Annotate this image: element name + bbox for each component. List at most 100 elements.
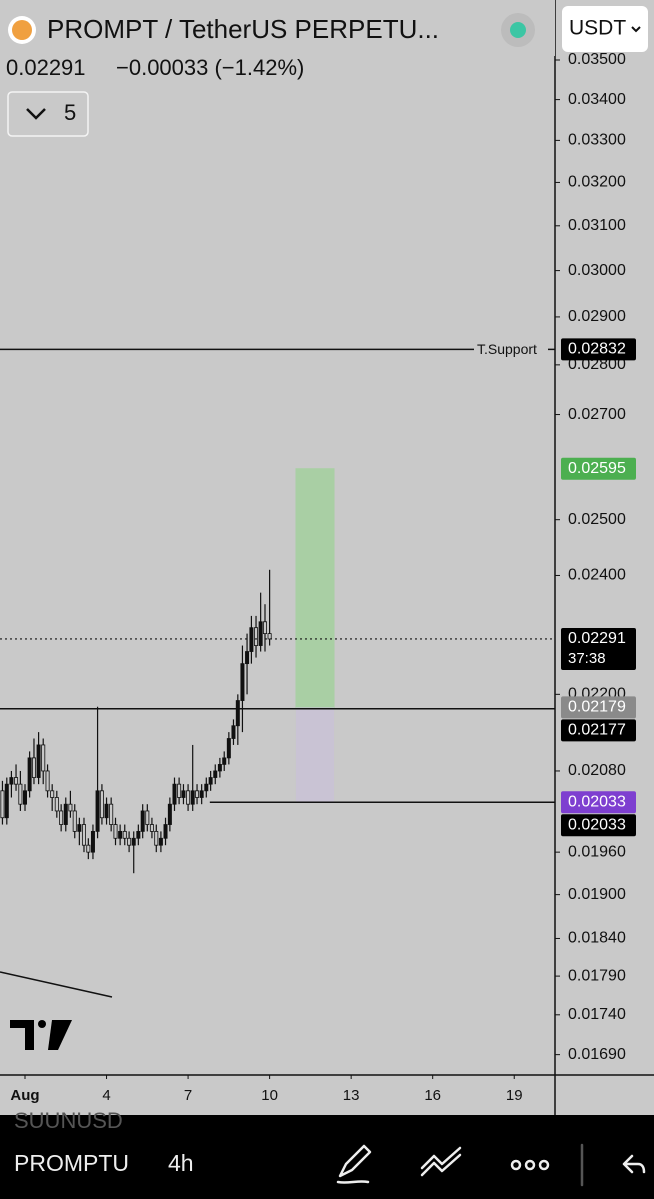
candle-body xyxy=(204,783,209,792)
x-tick-label: 13 xyxy=(343,1087,360,1104)
price-label-bg xyxy=(561,696,636,719)
candle-body xyxy=(118,830,123,839)
y-tick-label: 0.01900 xyxy=(568,886,626,903)
header-bg xyxy=(0,0,555,56)
x-tick-label: 10 xyxy=(261,1087,278,1104)
trend-line xyxy=(0,971,113,998)
price-label-bg xyxy=(561,719,636,742)
x-tick-label: 16 xyxy=(424,1087,441,1104)
candle-body xyxy=(59,810,64,825)
price-label-bg xyxy=(561,791,636,814)
y-tick-label: 0.03000 xyxy=(568,262,626,279)
candle-body xyxy=(63,803,68,825)
more-icon-dot[interactable] xyxy=(524,1159,536,1171)
candle-body xyxy=(31,757,36,778)
candle-body xyxy=(41,744,46,772)
y-tick-label: 0.03400 xyxy=(568,91,626,108)
candle-body xyxy=(140,810,145,832)
toolbar-interval[interactable]: 4h xyxy=(168,1150,194,1176)
candle-body xyxy=(262,621,267,635)
currency-label[interactable]: USDT xyxy=(569,17,626,40)
candle-body xyxy=(249,627,254,652)
price-label: 0.02832 xyxy=(568,341,626,358)
candle-body xyxy=(231,725,236,739)
candle-body xyxy=(226,738,231,759)
countdown: 37:38 xyxy=(568,650,606,667)
y-tick-label: 0.03200 xyxy=(568,174,626,191)
candle-body xyxy=(109,803,114,825)
candle-body xyxy=(77,824,82,832)
y-tick-label: 0.02500 xyxy=(568,511,626,528)
price-label: 0.02177 xyxy=(568,722,626,739)
more-icon-dot[interactable] xyxy=(510,1159,522,1171)
price-label: 0.02595 xyxy=(568,460,626,477)
candle-body xyxy=(149,824,154,832)
draw-tool-icon[interactable] xyxy=(336,1144,372,1184)
candle-body xyxy=(36,744,41,778)
y-tick-label: 0.03100 xyxy=(568,217,626,234)
candle-body xyxy=(27,757,32,792)
y-tick-label: 0.03500 xyxy=(568,51,626,68)
more-icon-dot[interactable] xyxy=(538,1159,550,1171)
y-tick-label: 0.01840 xyxy=(568,930,626,947)
back-icon[interactable] xyxy=(622,1154,646,1174)
position-loss xyxy=(295,707,335,803)
ghost-symbol: SUUNUSD xyxy=(14,1108,123,1133)
y-tick-label: 0.02400 xyxy=(568,567,626,584)
candle-body xyxy=(68,803,73,812)
plot xyxy=(0,468,335,874)
candle-body xyxy=(104,803,109,819)
candle-body xyxy=(167,803,172,825)
last-price: 0.02291 xyxy=(6,55,86,80)
candle-body xyxy=(136,830,141,839)
collapse-count[interactable]: 5 xyxy=(64,100,76,125)
candle-body xyxy=(45,770,50,792)
candle-body xyxy=(90,830,95,853)
price-label: 0.02033 xyxy=(568,793,626,810)
annotation-bg xyxy=(474,339,548,360)
price-label: 0.02291 xyxy=(568,630,626,647)
candle-body xyxy=(81,824,86,846)
y-tick-label: 0.01790 xyxy=(568,967,626,984)
currency-button[interactable] xyxy=(562,6,648,52)
y-tick-label: 0.02900 xyxy=(568,308,626,325)
y-tick-label: 0.02700 xyxy=(568,406,626,423)
candle-body xyxy=(222,757,227,765)
symbol-title[interactable]: PROMPT / TetherUS PERPETU... xyxy=(47,14,439,44)
position-profit xyxy=(295,468,335,708)
collapse-button[interactable] xyxy=(7,91,89,137)
candle-body xyxy=(9,777,14,785)
candle-body xyxy=(23,790,28,805)
y-tick-label: 0.02080 xyxy=(568,762,626,779)
candle-body xyxy=(177,783,182,798)
candle-body xyxy=(208,777,213,785)
candle-body xyxy=(14,777,19,785)
indicator-icon[interactable] xyxy=(420,1146,462,1177)
candle-body xyxy=(113,824,118,839)
candle-body xyxy=(99,790,104,819)
currency-chevron xyxy=(631,26,641,33)
candle-body xyxy=(267,633,272,640)
candle-body xyxy=(127,837,132,846)
tradingview-logo xyxy=(10,1020,72,1050)
candle-body xyxy=(195,790,200,798)
y-tick-label: 0.01740 xyxy=(568,1006,626,1023)
candle-body xyxy=(240,663,245,701)
x-tick-label: 19 xyxy=(506,1087,523,1104)
candle-body xyxy=(158,837,163,846)
status-dot xyxy=(510,22,526,38)
level-annotation: T.Support xyxy=(477,341,537,357)
toolbar-symbol[interactable]: PROMPTU xyxy=(14,1150,129,1176)
price-label-bg xyxy=(561,627,636,670)
price-label-bg xyxy=(561,457,636,480)
candle-body xyxy=(122,830,127,839)
candle-body xyxy=(217,764,222,772)
candle-body xyxy=(54,797,59,812)
price-label: 0.02033 xyxy=(568,816,626,833)
price-change: −0.00033 (−1.42%) xyxy=(116,55,304,80)
candle-body xyxy=(199,790,204,798)
y-tick-label: 0.03300 xyxy=(568,132,626,149)
toolbar xyxy=(0,1115,654,1199)
